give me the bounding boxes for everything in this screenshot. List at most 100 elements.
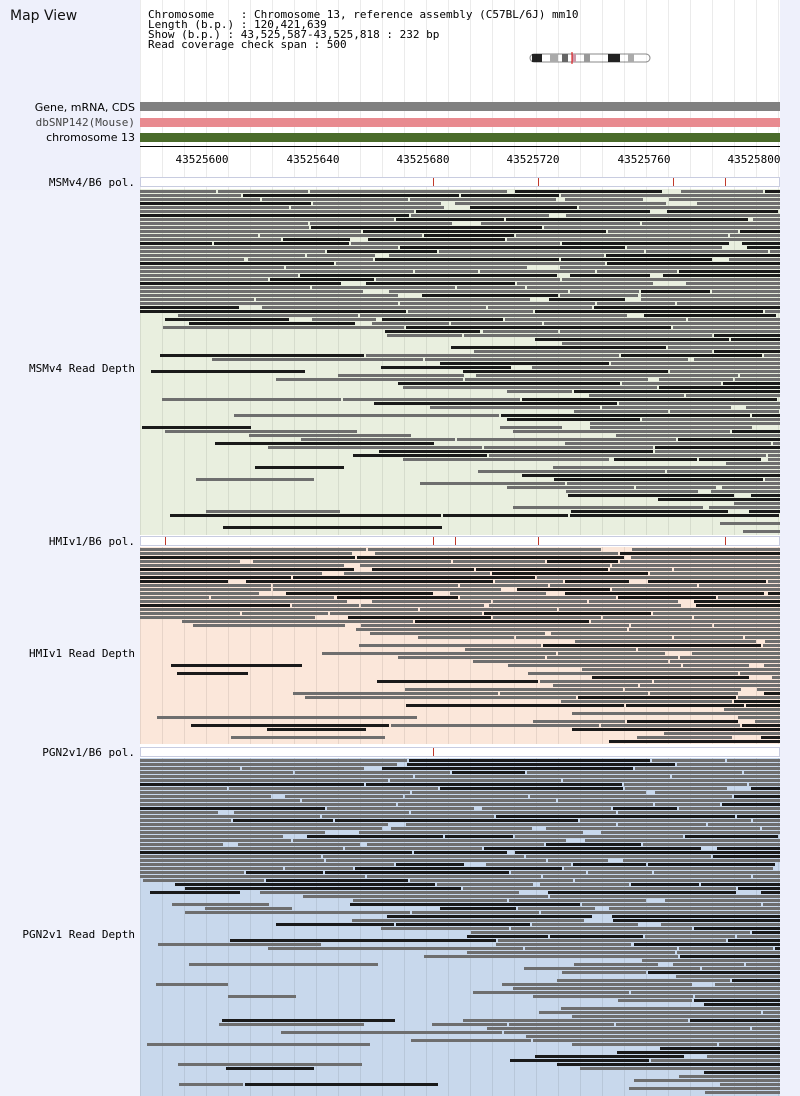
read-segment	[229, 787, 438, 790]
gene-track[interactable]	[140, 102, 780, 111]
dbsnp-track[interactable]	[140, 118, 780, 127]
chromosome-track[interactable]	[140, 133, 780, 142]
read-segment	[659, 386, 800, 389]
chromosome-ideogram[interactable]	[528, 52, 653, 64]
read-segment	[547, 891, 737, 894]
read-segment	[140, 290, 363, 293]
show-info: Show (b.p.) : 43,525,587-43,525,818 : 23…	[148, 28, 440, 41]
read-segment	[472, 991, 629, 994]
read-segment	[532, 720, 626, 723]
read-segment	[452, 771, 526, 774]
read-segment	[516, 282, 654, 285]
read-segment	[247, 258, 373, 261]
read-segment	[469, 206, 578, 209]
read-segment	[419, 482, 566, 485]
read-segment	[745, 963, 800, 966]
grid-line	[382, 0, 383, 190]
grid-line	[162, 547, 163, 744]
read-segment	[660, 923, 800, 926]
grid-line	[140, 0, 141, 190]
read-segment	[654, 871, 800, 874]
read-segment	[381, 767, 633, 770]
read-segment	[310, 190, 507, 193]
read-segment	[739, 374, 800, 377]
read-segment	[625, 704, 745, 707]
read-segment	[464, 334, 712, 337]
read-segment	[140, 807, 325, 810]
read-segment	[653, 680, 800, 683]
pgn-pol-bar[interactable]	[140, 747, 780, 757]
read-segment	[366, 354, 619, 357]
gene-track-label: Gene, mRNA, CDS	[34, 101, 135, 114]
read-segment	[650, 1059, 800, 1062]
read-segment	[749, 510, 800, 513]
read-segment	[724, 708, 800, 711]
read-segment	[156, 716, 418, 719]
read-segment	[616, 434, 793, 437]
read-segment	[474, 350, 712, 353]
grid-line	[140, 547, 141, 744]
right-scroll-strip[interactable]	[780, 0, 800, 1096]
read-segment	[596, 270, 678, 273]
read-segment	[140, 859, 324, 862]
read-segment	[630, 556, 800, 559]
read-segment	[300, 438, 456, 441]
read-segment	[545, 827, 761, 830]
read-segment	[756, 688, 800, 691]
read-segment	[255, 298, 530, 301]
read-segment	[477, 470, 665, 473]
read-segment	[476, 374, 738, 377]
read-segment	[488, 306, 593, 309]
msm-read-depth-panel[interactable]	[140, 189, 800, 535]
read-segment	[532, 1039, 800, 1042]
read-segment	[242, 612, 329, 615]
grid-line	[294, 547, 295, 744]
read-segment	[695, 995, 800, 998]
read-segment	[140, 819, 231, 822]
read-segment	[572, 1043, 718, 1046]
read-segment	[514, 190, 662, 193]
read-segment	[628, 1087, 800, 1090]
read-segment	[651, 759, 726, 762]
read-segment	[325, 871, 509, 874]
read-segment	[140, 214, 410, 217]
read-segment	[609, 740, 800, 743]
read-segment	[744, 771, 800, 774]
read-segment	[146, 1043, 370, 1046]
read-segment	[140, 548, 366, 551]
read-segment	[517, 588, 610, 591]
read-segment	[185, 887, 461, 890]
read-segment	[715, 983, 797, 986]
read-segment	[140, 823, 388, 826]
read-segment	[381, 318, 503, 321]
grid-line	[272, 189, 273, 535]
read-segment	[140, 202, 311, 205]
msm-pol-bar[interactable]	[140, 177, 780, 187]
read-segment	[140, 763, 398, 766]
read-segment	[508, 899, 646, 902]
read-segment	[737, 815, 800, 818]
read-segment	[698, 458, 761, 461]
read-segment	[676, 951, 800, 954]
pgn-read-depth-panel[interactable]	[140, 758, 800, 1096]
read-segment	[654, 446, 800, 449]
read-segment	[140, 246, 398, 249]
tick-label: 43525600	[175, 153, 229, 166]
read-segment	[460, 194, 560, 197]
read-segment	[716, 847, 800, 850]
read-segment	[712, 855, 800, 858]
read-segment	[214, 442, 435, 445]
read-segment	[539, 1011, 761, 1014]
read-segment	[140, 779, 389, 782]
read-segment	[423, 955, 678, 958]
read-segment	[178, 1063, 363, 1066]
read-segment	[526, 1035, 782, 1038]
read-segment	[353, 899, 507, 902]
grid-line	[250, 0, 251, 190]
grid-line	[206, 758, 207, 1096]
read-segment	[617, 596, 716, 599]
read-segment	[160, 354, 365, 357]
read-segment	[472, 660, 668, 663]
hmi-read-depth-panel[interactable]	[140, 547, 800, 744]
hmi-pol-bar[interactable]	[140, 536, 780, 546]
